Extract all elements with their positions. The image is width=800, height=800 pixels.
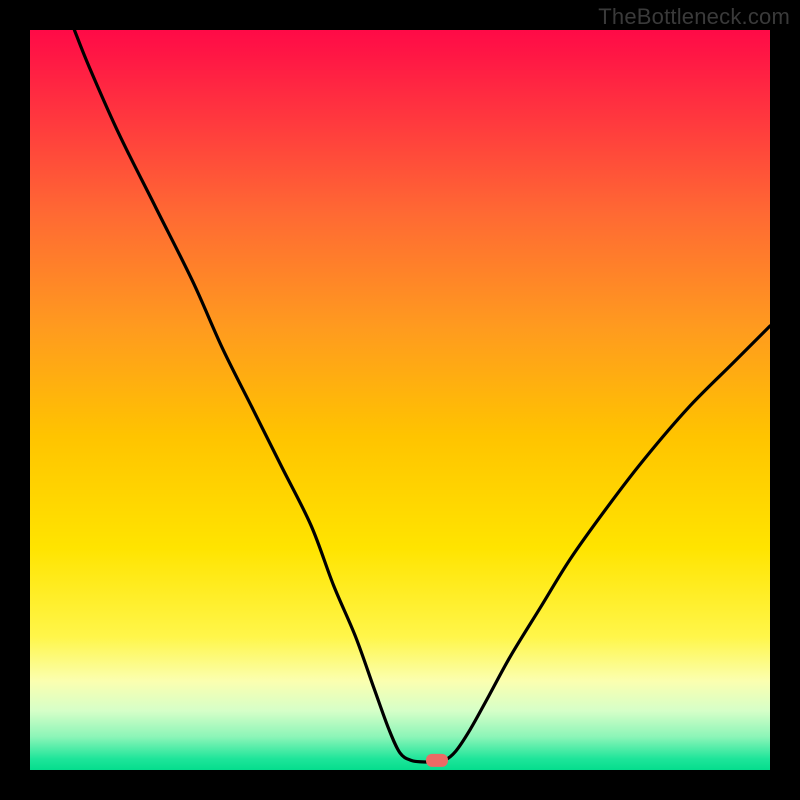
- frame-border: [770, 0, 800, 800]
- optimal-marker: [426, 754, 448, 767]
- frame-border: [0, 770, 800, 800]
- frame-border: [0, 0, 30, 800]
- chart-background: [30, 30, 770, 770]
- frame-border: [0, 0, 800, 30]
- bottleneck-chart: [0, 0, 800, 800]
- chart-container: TheBottleneck.com: [0, 0, 800, 800]
